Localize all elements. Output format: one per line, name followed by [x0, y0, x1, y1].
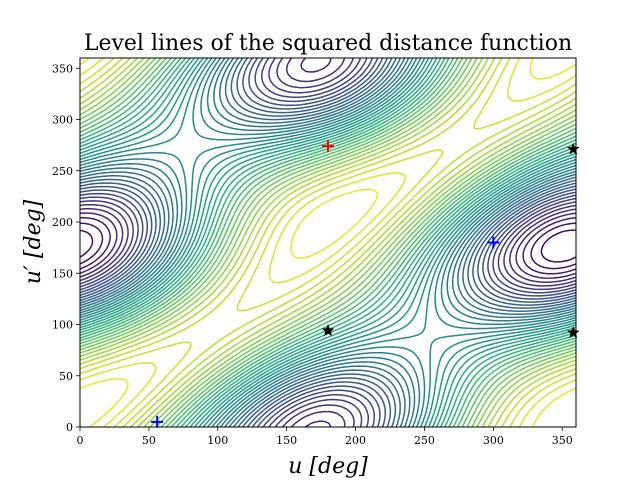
x-tick-label: 0 [77, 434, 84, 447]
contour-level-line [80, 58, 576, 427]
contour-level-line [80, 58, 576, 427]
contour-level-line [80, 58, 576, 427]
y-tick-label: 100 [52, 319, 73, 332]
contour-level-line [80, 222, 576, 270]
x-axis-label: u [deg] [288, 454, 368, 479]
contour-level-line [80, 58, 576, 427]
star-marker [566, 142, 580, 155]
contour-level-line [80, 58, 576, 427]
contour-level-line [80, 58, 576, 427]
contour-level-line [80, 58, 576, 427]
x-tick-label: 350 [552, 434, 573, 447]
y-tick-label: 50 [59, 370, 73, 383]
plus-marker [487, 236, 500, 249]
contour-level-line [80, 58, 576, 427]
contour-level-line [80, 58, 576, 427]
plus-marker [322, 140, 334, 153]
y-axis: 0 50 100 150 200 250 300 350 [52, 62, 80, 434]
x-tick-label: 50 [142, 434, 156, 447]
plus-marker [151, 415, 164, 428]
x-tick-label: 150 [276, 434, 297, 447]
x-tick-label: 250 [414, 434, 435, 447]
y-tick-label: 300 [52, 114, 73, 127]
contour-level-line [80, 58, 576, 427]
contour-level-line [80, 58, 576, 427]
star-marker [566, 326, 580, 339]
y-tick-label: 150 [52, 267, 73, 280]
marker-layer [151, 140, 580, 428]
contour-level-line [80, 58, 576, 427]
plot-frame [79, 57, 577, 428]
contour-level-line [80, 58, 576, 427]
contour-level-line [80, 58, 576, 427]
contour-level-line [80, 58, 576, 427]
x-axis: 0 50 100 150 200 250 300 350 [77, 427, 573, 447]
contour-level-line [80, 58, 576, 427]
contour-level-line [80, 58, 576, 427]
contour-level-line [80, 217, 576, 275]
contour-level-line [80, 58, 576, 427]
contour-level-line [80, 58, 576, 427]
contour-level-line [80, 58, 576, 427]
y-tick-label: 0 [66, 421, 73, 434]
contour-level-line [80, 58, 576, 427]
x-tick-label: 200 [345, 434, 366, 447]
contour-level-line [80, 58, 576, 427]
chart-title: Level lines of the squared distance func… [84, 31, 572, 56]
contour-level-line [80, 58, 576, 427]
y-tick-label: 200 [52, 216, 73, 229]
y-tick-label: 350 [52, 62, 73, 75]
x-tick-label: 300 [483, 434, 504, 447]
x-tick-label: 100 [207, 434, 228, 447]
contour-level-line [80, 58, 576, 427]
y-tick-label: 250 [52, 165, 73, 178]
contour-level-line [80, 58, 576, 427]
contour-lines [80, 58, 576, 427]
y-axis-label: u′ [deg] [21, 199, 46, 284]
contour-level-line [80, 58, 576, 427]
contour-level-line [80, 229, 576, 263]
star-marker [321, 323, 335, 337]
contour-level-line [80, 58, 576, 427]
contour-level-line [80, 58, 576, 427]
contour-level-line [80, 58, 576, 427]
contour-level-line [80, 58, 576, 427]
